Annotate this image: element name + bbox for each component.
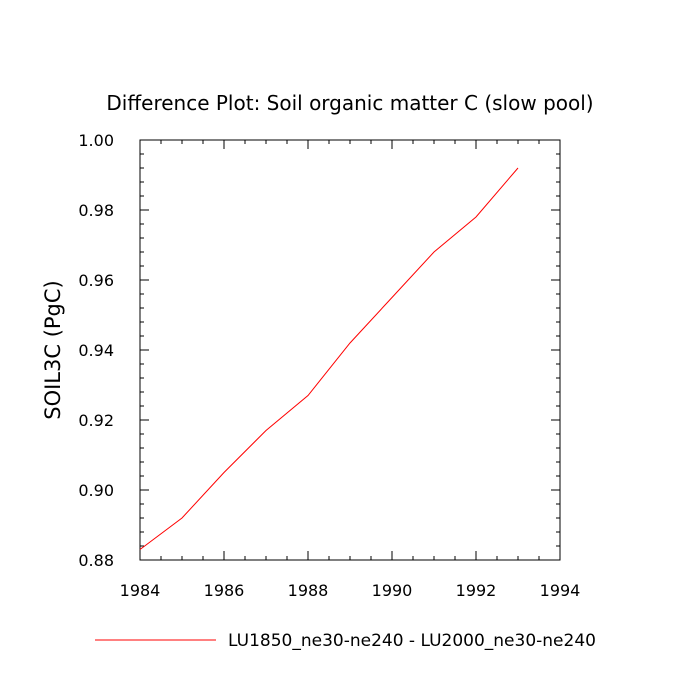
x-tick-label: 1992 bbox=[456, 581, 497, 600]
legend: LU1850_ne30-ne240 - LU2000_ne30-ne240 bbox=[95, 631, 596, 651]
series-line bbox=[139, 167, 519, 550]
y-tick-label: 1.00 bbox=[78, 131, 114, 150]
y-tick-label: 0.98 bbox=[78, 201, 114, 220]
y-tick-label: 0.94 bbox=[78, 341, 114, 360]
x-tick-label: 1994 bbox=[540, 581, 581, 600]
legend-label: LU1850_ne30-ne240 - LU2000_ne30-ne240 bbox=[228, 631, 596, 651]
y-axis-ticks: 0.88 0.90 0.92 0.94 0.96 0.98 1.00 bbox=[78, 131, 560, 570]
x-tick-label: 1986 bbox=[204, 581, 245, 600]
y-tick-label: 0.90 bbox=[78, 481, 114, 500]
x-tick-label: 1984 bbox=[120, 581, 161, 600]
x-axis-ticks: 1984 1986 1988 1990 1992 1994 bbox=[120, 140, 581, 600]
y-tick-label: 0.92 bbox=[78, 411, 114, 430]
plot-frame bbox=[139, 139, 561, 561]
x-tick-label: 1990 bbox=[372, 581, 413, 600]
y-axis-label: SOIL3C (PgC) bbox=[41, 280, 65, 420]
series-layer bbox=[139, 167, 519, 550]
chart-title: Difference Plot: Soil organic matter C (… bbox=[106, 91, 593, 115]
x-tick-label: 1988 bbox=[288, 581, 329, 600]
y-tick-label: 0.88 bbox=[78, 551, 114, 570]
y-tick-label: 0.96 bbox=[78, 271, 114, 290]
